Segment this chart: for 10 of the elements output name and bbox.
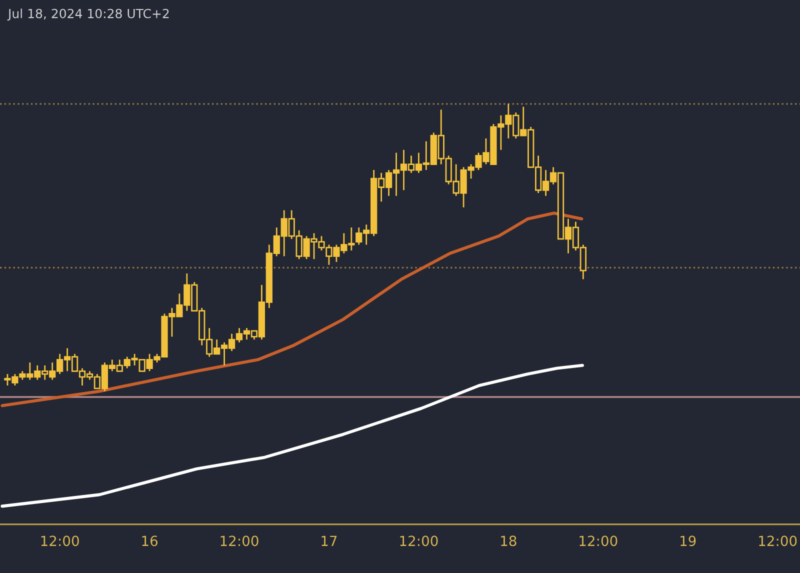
x-tick-label: 19 [680,536,696,546]
x-tick-label: 18 [501,536,516,546]
x-tick-label: 12:00 [759,536,797,546]
x-tick-label: 16 [142,536,158,546]
x-tick-label: 12:00 [220,536,258,546]
x-tick-label: 12:00 [580,536,618,546]
x-tick-label: 12:00 [41,536,79,546]
text: Jul 18, 2024 10:28 UTC+2 [7,8,169,21]
x-tick-label: 12:00 [400,536,438,546]
x-tick-label: 17 [322,536,337,546]
